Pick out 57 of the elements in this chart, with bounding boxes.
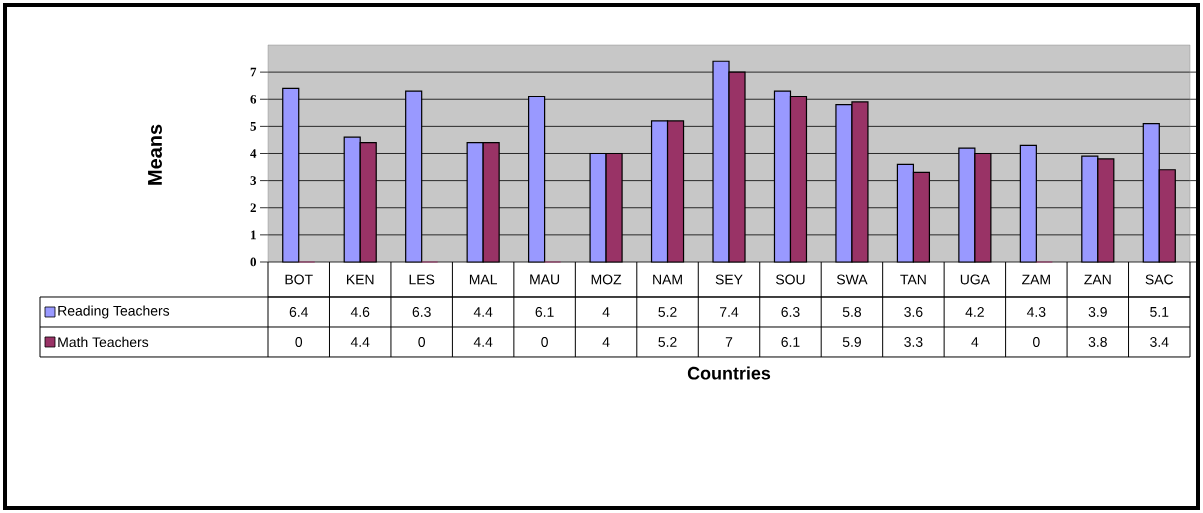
data-label: 6.3	[781, 307, 800, 317]
data-label: 3.6	[904, 307, 923, 317]
x-axis-title: Countries	[687, 366, 771, 380]
data-label: 6.1	[535, 307, 554, 317]
data-label: 6.4	[289, 307, 309, 317]
data-label: 4.3	[1026, 307, 1046, 317]
x-tick-label: ZAM	[1022, 274, 1050, 285]
x-tick-label: SOU	[776, 274, 805, 285]
data-label: 5.2	[658, 337, 677, 347]
x-tick-label: LES	[409, 274, 435, 285]
x-tick-label: MAL	[469, 274, 498, 285]
x-tick-label: SWA	[836, 274, 868, 285]
y-tick-label: 0	[250, 257, 256, 267]
x-tick-label: TAN	[900, 274, 926, 285]
data-label: 3.9	[1088, 307, 1107, 317]
y-axis-title: Means	[148, 124, 162, 185]
y-tick-label: 5	[250, 122, 257, 131]
data-label: 6.1	[781, 337, 800, 347]
data-label: 5.1	[1150, 307, 1169, 317]
data-label: 4.2	[965, 307, 984, 317]
data-label: 0	[295, 337, 303, 347]
data-label: 5.9	[842, 337, 861, 347]
y-tick-label: 4	[250, 149, 257, 158]
legend-label: Reading Teachers	[58, 305, 170, 319]
data-label: 4.4	[473, 307, 493, 317]
y-tick-label: 3	[250, 176, 257, 185]
data-label: 5.2	[658, 307, 677, 317]
data-label: 7.4	[720, 307, 739, 317]
data-label: 4.6	[350, 307, 370, 317]
legend-label: Math Teachers	[58, 336, 149, 348]
x-tick-label: UGA	[960, 274, 990, 285]
data-label: 0	[1033, 337, 1040, 347]
x-tick-label: SEY	[715, 274, 743, 285]
data-label: 4	[971, 337, 979, 347]
data-label: 4	[602, 337, 610, 347]
y-tick-label: 7	[250, 67, 257, 77]
data-label: 4.4	[350, 337, 370, 347]
data-label: 7	[725, 337, 733, 347]
y-tick-label: 1	[251, 230, 256, 240]
data-label: 4.4	[473, 337, 493, 347]
data-label: 4	[602, 307, 610, 317]
x-tick-label: BOT	[285, 274, 313, 285]
x-tick-label: MOZ	[591, 274, 622, 285]
x-tick-label: MAU	[530, 274, 560, 285]
x-tick-label: NAM	[653, 274, 682, 285]
data-label: 0	[418, 337, 426, 347]
data-label: 6.3	[412, 307, 431, 317]
data-label: 5.8	[842, 307, 862, 317]
data-label: 3.4	[1150, 337, 1169, 347]
x-tick-label: ZAN	[1084, 274, 1111, 285]
y-tick-label: 2	[250, 203, 256, 213]
x-tick-label: KEN	[347, 274, 374, 285]
data-label: 3.8	[1088, 337, 1107, 347]
x-tick-label: SAC	[1145, 274, 1174, 285]
y-tick-label: 6	[250, 94, 257, 104]
data-label: 3.3	[904, 337, 923, 347]
data-label: 0	[541, 337, 548, 347]
